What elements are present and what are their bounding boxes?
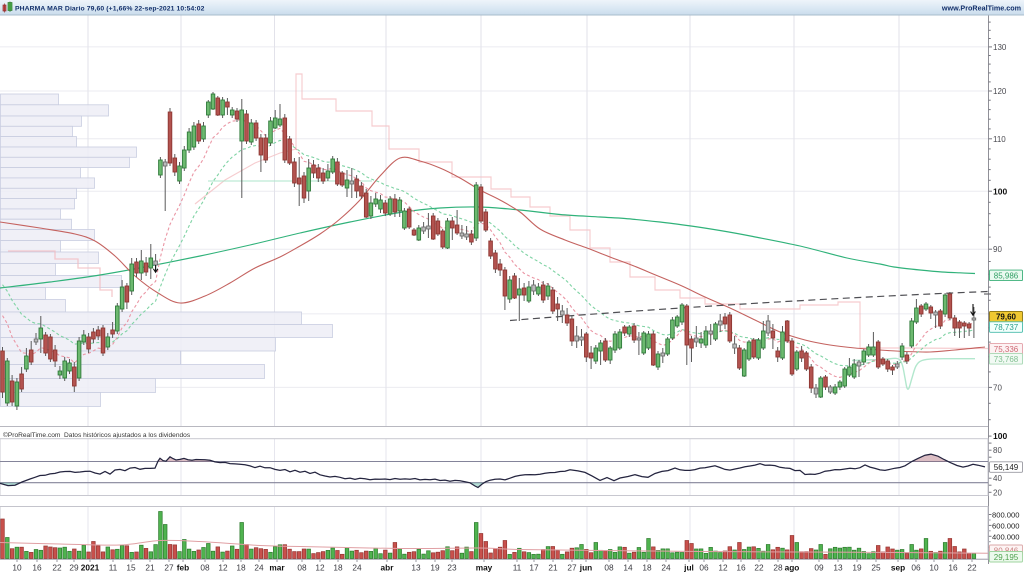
svg-text:23: 23 [447, 563, 457, 573]
svg-text:feb: feb [177, 563, 189, 573]
svg-text:400.000: 400.000 [992, 532, 1019, 541]
svg-text:24: 24 [352, 563, 362, 573]
svg-text:800.000: 800.000 [992, 511, 1019, 520]
svg-text:56,149: 56,149 [994, 463, 1019, 472]
svg-text:120: 120 [993, 87, 1007, 96]
svg-text:17: 17 [529, 563, 539, 573]
svg-text:may: may [476, 563, 493, 573]
svg-text:75,336: 75,336 [994, 345, 1019, 354]
svg-text:06: 06 [699, 563, 709, 573]
svg-text:16: 16 [736, 563, 746, 573]
svg-text:21: 21 [145, 563, 155, 573]
svg-text:10: 10 [929, 563, 939, 573]
svg-text:12: 12 [218, 563, 228, 573]
svg-text:PHARMA MAR Diario 79,60 (+1,66: PHARMA MAR Diario 79,60 (+1,66% 22-sep-2… [15, 6, 205, 13]
svg-text:85,986: 85,986 [994, 271, 1019, 280]
svg-text:22: 22 [52, 563, 62, 573]
svg-text:90: 90 [993, 245, 1002, 254]
svg-text:jul: jul [683, 563, 694, 573]
svg-text:18: 18 [333, 563, 343, 573]
svg-text:14: 14 [623, 563, 633, 573]
svg-text:70: 70 [993, 383, 1002, 392]
svg-text:20: 20 [993, 488, 1002, 497]
svg-text:08: 08 [604, 563, 614, 573]
svg-text:sep: sep [891, 563, 905, 573]
svg-text:08: 08 [297, 563, 307, 573]
svg-text:13: 13 [411, 563, 421, 573]
svg-text:2021: 2021 [81, 563, 100, 573]
svg-text:12: 12 [315, 563, 325, 573]
svg-text:www.ProRealTime.com: www.ProRealTime.com [941, 4, 1021, 13]
svg-text:09: 09 [814, 563, 824, 573]
svg-text:27: 27 [164, 563, 174, 573]
svg-text:29: 29 [69, 563, 79, 573]
svg-text:130: 130 [993, 43, 1007, 52]
svg-text:18: 18 [236, 563, 246, 573]
svg-text:10: 10 [12, 563, 22, 573]
svg-text:ago: ago [785, 563, 800, 573]
svg-text:jun: jun [579, 563, 592, 573]
svg-text:06: 06 [911, 563, 921, 573]
svg-text:24: 24 [661, 563, 671, 573]
svg-text:12: 12 [718, 563, 728, 573]
svg-text:24: 24 [254, 563, 264, 573]
svg-text:22: 22 [967, 563, 977, 573]
svg-text:19: 19 [430, 563, 440, 573]
svg-text:28: 28 [773, 563, 783, 573]
svg-text:22: 22 [754, 563, 764, 573]
svg-text:16: 16 [948, 563, 958, 573]
svg-text:16: 16 [32, 563, 42, 573]
svg-text:27: 27 [567, 563, 577, 573]
svg-text:19: 19 [852, 563, 862, 573]
svg-text:25: 25 [871, 563, 881, 573]
svg-text:100: 100 [993, 187, 1007, 197]
svg-text:79,60: 79,60 [996, 313, 1017, 322]
svg-text:73,768: 73,768 [994, 355, 1019, 364]
svg-text:11: 11 [109, 563, 118, 573]
svg-text:600.000: 600.000 [992, 521, 1019, 530]
svg-text:78,737: 78,737 [994, 323, 1019, 332]
svg-text:mar: mar [269, 563, 285, 573]
svg-text:©ProRealTime.com Datos histór: ©ProRealTime.com Datos históricos ajusta… [3, 431, 191, 439]
svg-text:15: 15 [126, 563, 136, 573]
svg-text:13: 13 [833, 563, 843, 573]
svg-text:40: 40 [993, 474, 1002, 483]
svg-text:100: 100 [993, 431, 1007, 441]
svg-text:21: 21 [548, 563, 558, 573]
svg-text:80: 80 [993, 446, 1002, 455]
svg-text:08: 08 [200, 563, 210, 573]
svg-text:abr: abr [381, 563, 395, 573]
svg-text:110: 110 [993, 135, 1006, 144]
svg-text:80,846: 80,846 [994, 546, 1019, 555]
svg-text:11: 11 [513, 563, 522, 573]
svg-text:18: 18 [642, 563, 652, 573]
svg-text:29,195: 29,195 [994, 553, 1019, 562]
